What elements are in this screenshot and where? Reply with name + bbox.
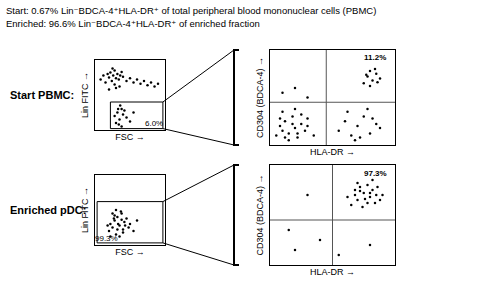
svg-text:HLA-DR →: HLA-DR → bbox=[310, 267, 355, 277]
svg-text:99.3%: 99.3% bbox=[95, 234, 118, 243]
svg-text:Start PBMC:: Start PBMC: bbox=[10, 89, 74, 101]
svg-text:Enriched pDC:: Enriched pDC: bbox=[10, 204, 86, 216]
svg-text:FSC →: FSC → bbox=[115, 247, 145, 257]
svg-text:Lin FITC →: Lin FITC → bbox=[80, 187, 90, 233]
svg-text:11.2%: 11.2% bbox=[364, 53, 386, 62]
svg-text:Lin FITC →: Lin FITC → bbox=[80, 72, 90, 118]
svg-text:Start: 0.67% Lin⁻BDCA-4⁺HLA-DR: Start: 0.67% Lin⁻BDCA-4⁺HLA-DR⁺ of total… bbox=[6, 5, 376, 16]
svg-text:FSC →: FSC → bbox=[115, 132, 145, 142]
svg-text:CD304 (BDCA-4) →: CD304 (BDCA-4) → bbox=[255, 174, 265, 255]
svg-text:HLA-DR →: HLA-DR → bbox=[310, 147, 355, 157]
svg-text:6.0%: 6.0% bbox=[145, 119, 163, 128]
svg-text:Enriched: 96.6% Lin⁻BDCA-4⁺HLA: Enriched: 96.6% Lin⁻BDCA-4⁺HLA-DR⁺ of en… bbox=[6, 18, 260, 29]
svg-text:CD304 (BDCA-4) →: CD304 (BDCA-4) → bbox=[255, 57, 265, 138]
svg-text:97.3%: 97.3% bbox=[364, 169, 387, 178]
